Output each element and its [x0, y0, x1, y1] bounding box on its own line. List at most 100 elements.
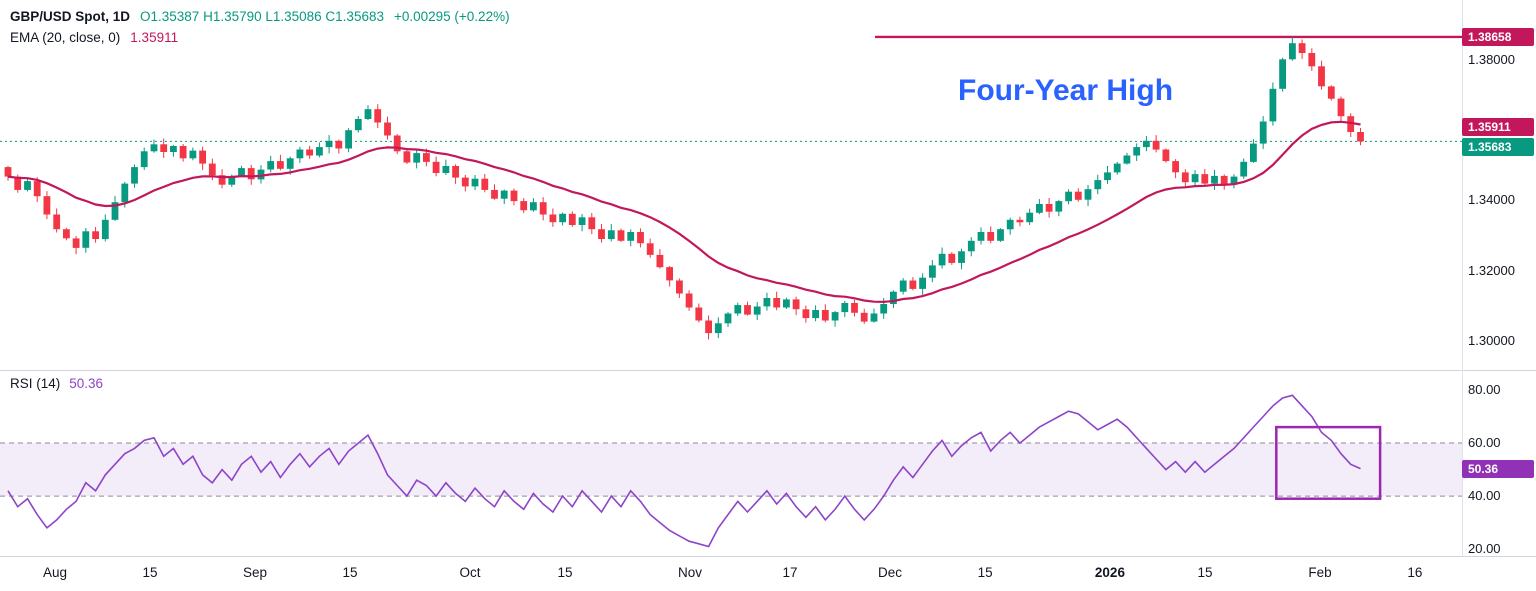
price-badge-last: 1.35683 — [1462, 138, 1534, 157]
candle — [1298, 43, 1306, 53]
candle — [938, 253, 946, 266]
candle — [666, 267, 673, 281]
price-tick: 1.32000 — [1468, 262, 1515, 278]
candle — [617, 230, 625, 241]
candle — [607, 230, 615, 240]
candle — [627, 232, 635, 241]
candle — [909, 280, 917, 289]
candle — [753, 306, 761, 315]
candle — [588, 217, 596, 230]
price-tick: 1.34000 — [1468, 192, 1515, 208]
candle — [189, 150, 197, 159]
price-axis[interactable]: 1.38658 1.35911 1.35683 50.36 1.38000 1.3… — [1462, 0, 1536, 556]
candle — [1065, 191, 1072, 202]
candle — [491, 189, 498, 199]
legend-symbol-row: GBP/USD Spot, 1D O1.35387 H1.35790 L1.35… — [10, 6, 510, 27]
chart-legend: GBP/USD Spot, 1D O1.35387 H1.35790 L1.35… — [10, 6, 510, 48]
candle — [870, 313, 878, 322]
candle — [354, 119, 362, 131]
candle — [335, 140, 343, 149]
candle — [1259, 121, 1267, 144]
candle — [403, 151, 411, 163]
four-year-high-annotation[interactable]: Four-Year High — [958, 74, 1174, 107]
candle — [851, 303, 858, 313]
candle — [101, 219, 109, 240]
rsi-highlight-box[interactable] — [1275, 425, 1382, 500]
candle — [121, 183, 129, 203]
candle — [510, 190, 518, 202]
candlestick-series — [4, 36, 1364, 340]
candle — [1211, 175, 1218, 184]
candle — [539, 202, 547, 215]
candle — [1327, 86, 1335, 99]
candle — [267, 161, 275, 170]
candle — [1220, 175, 1228, 185]
candle — [316, 147, 323, 156]
candle — [228, 175, 236, 185]
candle — [1055, 201, 1063, 212]
candle — [812, 310, 819, 319]
candle — [1123, 155, 1131, 164]
candle — [987, 232, 995, 241]
candle — [549, 214, 557, 223]
time-tick: Sep — [242, 565, 267, 580]
candle — [1143, 140, 1150, 148]
price-tick: 1.30000 — [1468, 332, 1515, 348]
candle — [14, 176, 22, 190]
candle — [500, 190, 508, 199]
candle — [208, 163, 216, 176]
legend-ema-row: EMA (20, close, 0) 1.35911 — [10, 27, 510, 48]
candle — [1133, 147, 1141, 156]
candle — [82, 231, 90, 248]
candle — [345, 130, 352, 149]
candle — [413, 153, 421, 163]
rsi-band — [0, 443, 1462, 497]
symbol-title: GBP/USD Spot, 1D — [10, 9, 131, 24]
candle — [997, 229, 1004, 241]
candle — [1181, 172, 1189, 183]
candle — [1250, 143, 1257, 162]
candle — [461, 177, 469, 187]
candle — [432, 161, 440, 173]
candle — [919, 277, 926, 289]
candle — [860, 312, 868, 322]
time-axis[interactable]: Aug 15 Sep 15 Oct 15 Nov 17 Dec 15 2026 15 Feb 16 — [0, 556, 1536, 591]
candle — [481, 178, 489, 190]
candle — [1230, 176, 1238, 185]
candle — [1240, 161, 1248, 177]
time-tick: 15 — [142, 565, 158, 580]
rsi-line — [7, 394, 1361, 548]
candle — [1172, 161, 1179, 173]
ohlc-values: O1.35387 H1.35790 L1.35086 C1.35683 — [140, 9, 384, 24]
candle — [238, 168, 245, 176]
candle — [1036, 204, 1043, 213]
candle — [520, 201, 528, 211]
candle — [890, 291, 897, 304]
candle — [1016, 219, 1024, 223]
candle — [685, 293, 693, 308]
candle — [977, 232, 985, 241]
candle — [72, 238, 80, 248]
candle — [899, 280, 907, 292]
candle — [179, 146, 187, 159]
rsi-indicator-label: RSI (14) — [10, 376, 61, 391]
change-value: +0.00295 (+0.22%) — [393, 9, 510, 24]
candle — [374, 109, 382, 123]
candle — [559, 213, 566, 223]
candle — [880, 304, 888, 314]
candle — [705, 320, 712, 334]
candle — [471, 178, 479, 187]
time-tick: Aug — [42, 565, 67, 580]
candle — [257, 169, 265, 180]
candle — [1006, 219, 1014, 230]
candle — [1084, 189, 1092, 200]
candle — [4, 167, 12, 177]
candle — [1162, 149, 1170, 162]
candle — [286, 158, 294, 169]
candle — [967, 240, 975, 252]
time-tick: Nov — [678, 565, 703, 580]
candle — [1191, 174, 1199, 183]
candle — [24, 181, 31, 190]
